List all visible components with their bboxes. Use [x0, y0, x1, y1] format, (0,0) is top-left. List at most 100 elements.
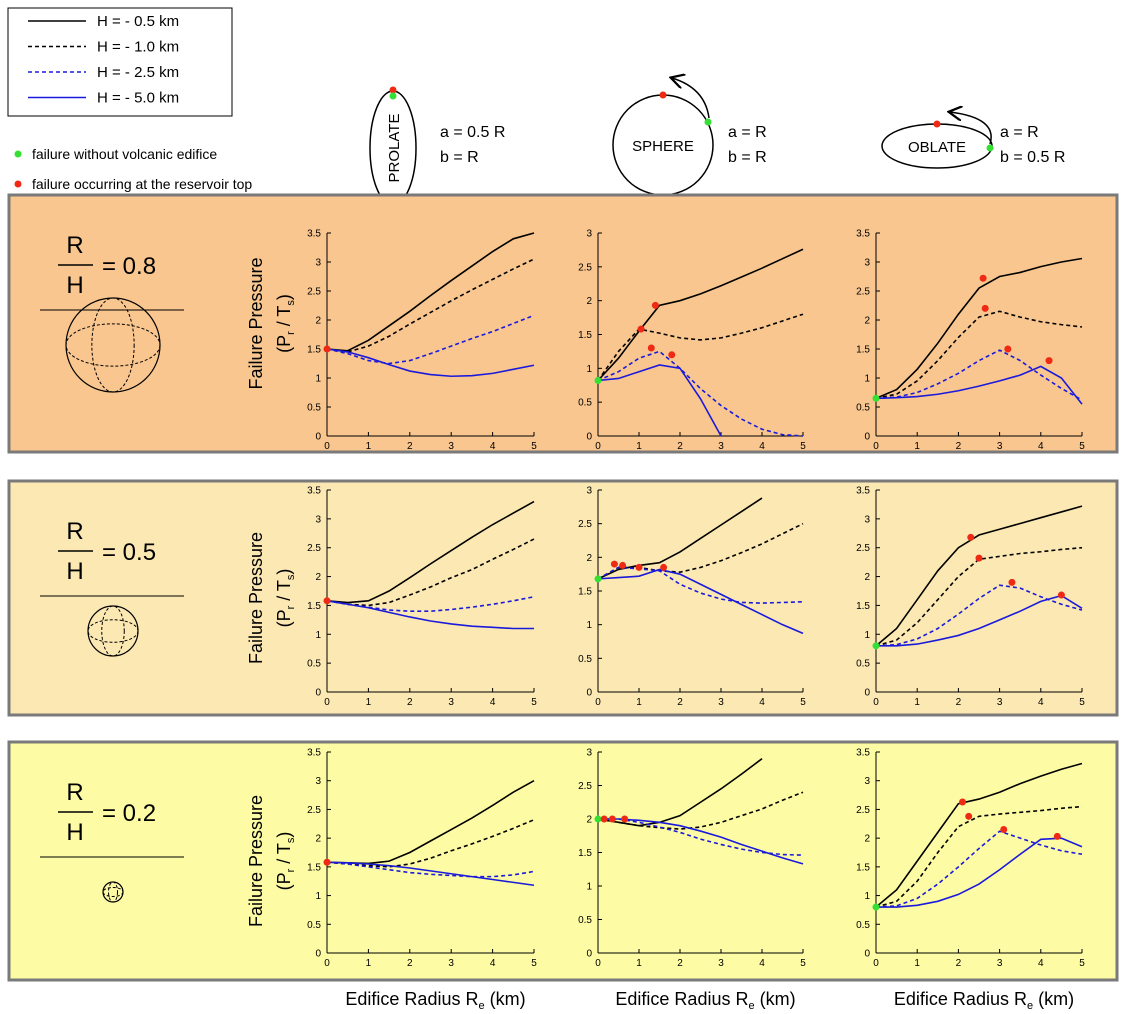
panel	[7, 740, 1119, 982]
x-tick-label: 5	[1079, 441, 1085, 452]
failure-marker	[647, 344, 655, 352]
legend-marker	[14, 150, 22, 158]
x-tick-label: 2	[407, 441, 413, 452]
legend-label: failure occurring at the reservoir top	[32, 176, 252, 192]
failure-marker	[637, 325, 645, 333]
x-tick-label: 2	[677, 697, 683, 708]
series-line	[597, 566, 804, 604]
y-tick-label: 1	[315, 891, 321, 902]
x-label-text: Edifice Radius R	[345, 989, 478, 1009]
y-tick-label: 0	[586, 949, 592, 960]
failure-marker	[594, 575, 602, 583]
y-tick-label: 0.5	[578, 654, 592, 665]
x-tick-label: 2	[407, 697, 413, 708]
x-tick-label: 3	[448, 441, 454, 452]
failure-marker	[1045, 357, 1053, 365]
legend-marker	[14, 180, 22, 188]
failure-marker	[323, 858, 331, 866]
x-axis-label: Edifice Radius Re (km)	[615, 989, 795, 1012]
y-tick-label: 1	[864, 374, 870, 385]
failure-marker	[635, 563, 643, 571]
x-tick-label: 4	[490, 958, 496, 969]
x-label-unit: (km)	[485, 989, 526, 1009]
y-tick-label: 3	[864, 776, 870, 787]
series-line	[875, 365, 1083, 405]
x-tick-label: 1	[366, 958, 372, 969]
y-unit-part: s	[285, 574, 297, 580]
legend-label: H = - 1.0 km	[97, 39, 179, 56]
ratio-bottom: H	[66, 819, 83, 846]
y-tick-label: 1.5	[307, 862, 321, 873]
shape-b: b = R	[728, 149, 767, 166]
y-tick-label: 3.5	[307, 748, 321, 759]
ratio-top: R	[66, 518, 83, 545]
failure-marker	[660, 563, 668, 571]
x-tick-label: 2	[956, 441, 962, 452]
failure-marker	[975, 554, 983, 562]
x-tick-label: 4	[490, 441, 496, 452]
series-line	[597, 248, 804, 382]
y-tick-label: 3.5	[307, 486, 321, 497]
x-tick-label: 1	[914, 697, 920, 708]
y-tick-label: 1.5	[578, 587, 592, 598]
y-tick-label: 0	[315, 949, 321, 960]
failure-marker	[668, 351, 676, 359]
y-unit-part: s	[285, 300, 297, 306]
x-tick-label: 4	[1038, 958, 1044, 969]
ratio-value: = 0.2	[102, 800, 156, 827]
x-tick-label: 0	[324, 697, 330, 708]
y-tick-label: 1.5	[307, 345, 321, 356]
x-tick-label: 3	[718, 697, 724, 708]
x-label-text: Edifice Radius R	[894, 989, 1027, 1009]
y-tick-label: 2.5	[307, 287, 321, 298]
y-axis-label: Failure Pressure	[246, 795, 266, 927]
y-tick-label: 0.5	[307, 920, 321, 931]
x-tick-label: 3	[448, 958, 454, 969]
sphere-equator	[102, 887, 124, 897]
series-line	[326, 348, 535, 378]
y-tick-label: 2.5	[856, 543, 870, 554]
x-tick-label: 4	[759, 697, 765, 708]
y-tick-label: 2	[586, 815, 592, 826]
y-tick-label: 0	[315, 688, 321, 699]
y-tick-label: 2.5	[578, 519, 592, 530]
sphere-meridian	[108, 881, 118, 903]
y-tick-label: 0.5	[856, 403, 870, 414]
y-tick-label: 1	[586, 882, 592, 893]
green-dot	[986, 144, 994, 152]
x-tick-label: 5	[531, 958, 537, 969]
x-tick-label: 0	[595, 958, 601, 969]
failure-marker	[965, 812, 973, 820]
green-dot	[704, 118, 712, 126]
y-tick-label: 1	[586, 620, 592, 631]
shape-b: b = 0.5 R	[1000, 149, 1065, 166]
series-line	[875, 310, 1083, 400]
y-tick-label: 2	[315, 572, 321, 583]
y-tick-label: 2.5	[307, 543, 321, 554]
failure-marker	[323, 597, 331, 605]
y-tick-label: 0	[586, 432, 592, 443]
series-line	[875, 349, 1083, 401]
y-tick-label: 0	[864, 432, 870, 443]
x-tick-label: 3	[718, 958, 724, 969]
failure-marker	[1000, 826, 1008, 834]
x-tick-label: 3	[718, 441, 724, 452]
ratio-bottom: H	[66, 272, 83, 299]
y-tick-label: 3	[586, 748, 592, 759]
y-tick-label: 0.5	[856, 659, 870, 670]
failure-marker	[610, 560, 618, 568]
y-unit-part: )	[274, 569, 294, 575]
failure-marker	[979, 274, 987, 282]
series-line	[326, 600, 534, 630]
shape-a: a = R	[1000, 124, 1039, 141]
y-tick-label: 1	[315, 374, 321, 385]
x-tick-label: 2	[677, 441, 683, 452]
y-unit-part: r	[285, 605, 297, 609]
failure-marker	[608, 815, 616, 823]
failure-marker	[621, 815, 629, 823]
x-label-sub: e	[478, 1000, 484, 1012]
x-tick-label: 5	[1079, 958, 1085, 969]
ratio-top: R	[66, 232, 83, 259]
y-tick-label: 3.5	[856, 748, 870, 759]
x-tick-label: 5	[800, 697, 806, 708]
